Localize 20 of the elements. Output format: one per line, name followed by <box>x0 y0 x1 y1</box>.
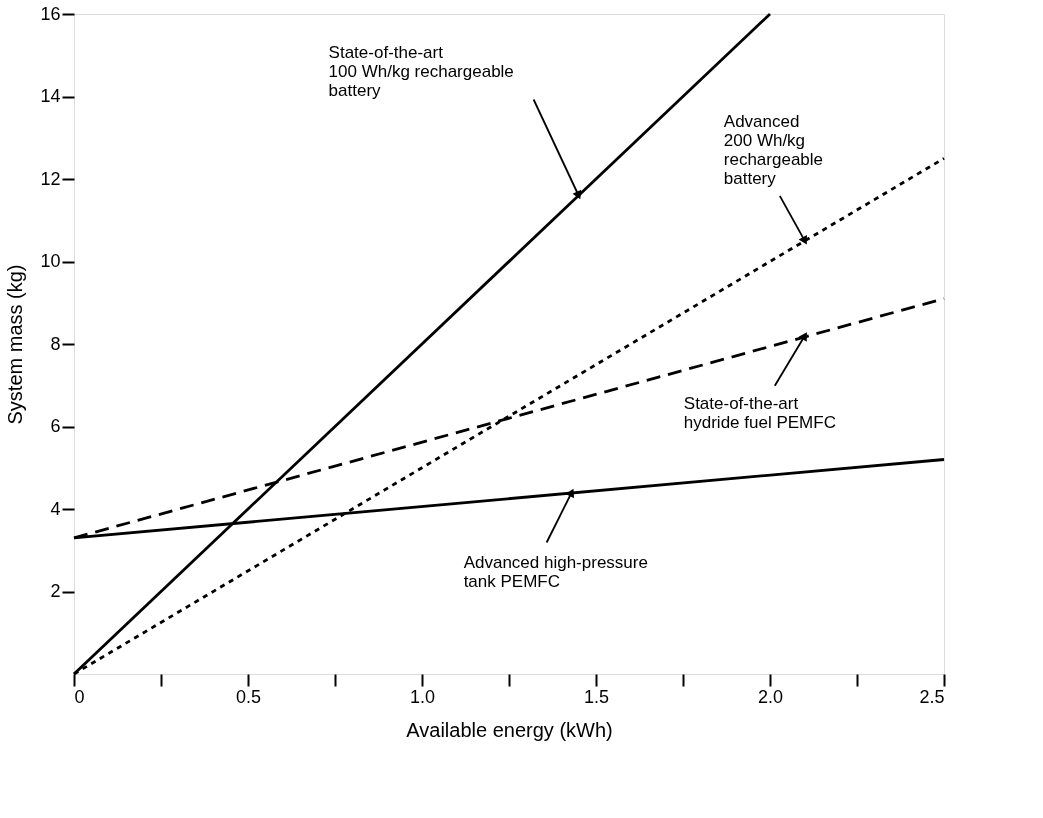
y-tick-label: 8 <box>50 333 61 354</box>
x-tick-label: 2.0 <box>757 686 784 707</box>
x-tick-label: 0.5 <box>235 686 262 707</box>
annotation: Advanced high-pressure tank PEMFC <box>463 552 648 591</box>
y-tick-label: 2 <box>50 581 61 601</box>
y-tick-label: 14 <box>40 86 61 106</box>
y-tick-label: 12 <box>40 168 61 189</box>
x-tick-label: 1.5 <box>583 686 610 707</box>
y-tick-label: 6 <box>50 416 61 436</box>
annotation: Advanced 200 Wh/kg rechargeable battery <box>723 111 824 188</box>
x-tick-label: 2.5 <box>919 686 945 707</box>
x-tick-label: 0 <box>74 686 85 707</box>
y-tick-label: 4 <box>50 498 61 519</box>
x-axis-title: Available energy (kWh) <box>406 718 613 741</box>
y-tick-label: 16 <box>40 3 61 24</box>
y-axis-title: System mass (kg) <box>4 264 27 425</box>
y-tick-label: 10 <box>40 251 61 271</box>
annotation: State-of-the-art hydride fuel PEMFC <box>683 393 836 432</box>
x-tick-label: 1.0 <box>409 686 436 707</box>
annotation: State-of-the-art 100 Wh/kg rechargeable battery <box>328 42 514 100</box>
